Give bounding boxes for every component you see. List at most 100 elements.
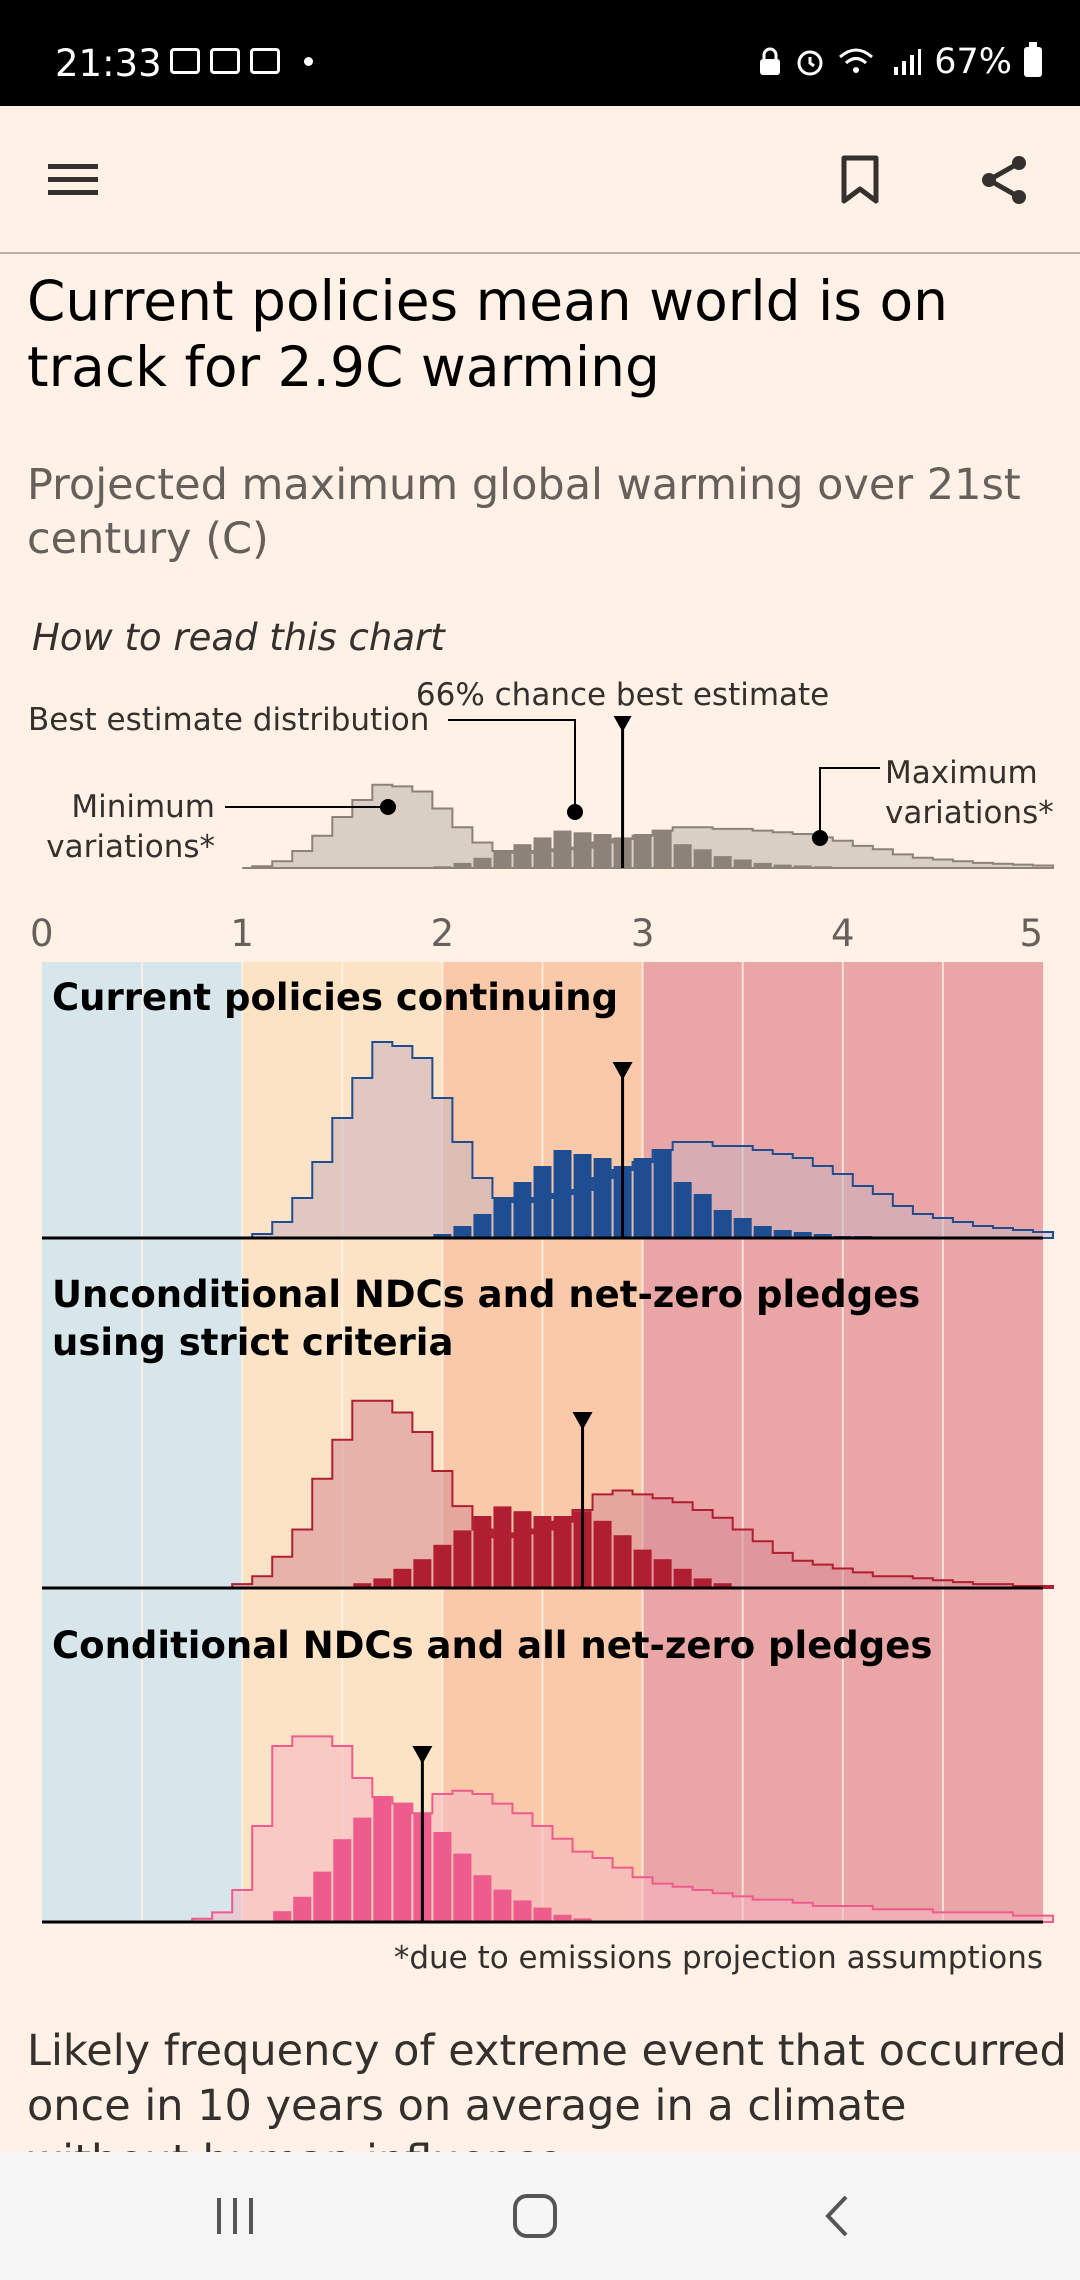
best-estimate-bar — [533, 1516, 552, 1588]
best-estimate-bar — [273, 1911, 292, 1922]
best-estimate-bar — [453, 1530, 472, 1588]
legend-best-estimate-bar — [513, 844, 532, 868]
best-estimate-bar — [693, 1194, 712, 1238]
best-estimate-bar — [373, 1796, 392, 1922]
legend-maximum-variations-label: variations* — [885, 795, 1054, 831]
battery-icon — [1024, 42, 1042, 77]
best-estimate-marker — [572, 1412, 593, 1430]
panel-title: using strict criteria — [52, 1321, 453, 1364]
legend-best-estimate-bar — [693, 849, 712, 868]
best-estimate-bar — [813, 1234, 832, 1238]
x-tick-label: 0 — [30, 912, 54, 955]
best-estimate-bar — [633, 1158, 652, 1238]
best-estimate-bar — [693, 1578, 712, 1588]
battery-percent: 67% — [934, 42, 1012, 82]
best-estimate-bar — [553, 1914, 572, 1922]
best-estimate-bar — [293, 1896, 312, 1922]
best-estimate-bar — [313, 1871, 332, 1922]
best-estimate-bar — [473, 1214, 492, 1238]
best-estimate-bar — [513, 1900, 532, 1922]
best-estimate-bar — [473, 1875, 492, 1922]
legend-minimum-variations-label: variations* — [46, 829, 215, 865]
best-estimate-bar — [513, 1511, 532, 1588]
legend-chance-best-estimate-label: 66% chance best estimate — [416, 677, 829, 713]
best-estimate-bar — [493, 1506, 512, 1588]
best-estimate-bar — [333, 1839, 352, 1922]
best-estimate-bar — [433, 1832, 452, 1922]
best-estimate-bar — [373, 1578, 392, 1588]
best-estimate-bar — [793, 1232, 812, 1238]
legend-best-estimate-bar — [793, 865, 812, 868]
legend-best-estimate-bar — [593, 834, 612, 868]
back-icon[interactable] — [802, 2184, 872, 2248]
legend-best-estimate-bar — [533, 837, 552, 868]
legend-best-estimate-marker — [613, 716, 632, 732]
panel-title: Unconditional NDCs and net-zero pledges — [52, 1273, 920, 1316]
legend-best-estimate-bar — [633, 834, 652, 868]
legend-best-estimate-bar — [753, 862, 772, 868]
app-bar — [0, 106, 1080, 254]
hamburger-menu-icon[interactable] — [40, 154, 106, 206]
article-headline: Current policies mean world is on track … — [27, 269, 948, 399]
best-estimate-bar — [353, 1583, 372, 1588]
legend-best-estimate-bar — [473, 857, 492, 868]
bookmark-icon[interactable] — [830, 150, 890, 210]
book-notification-icon — [170, 48, 200, 74]
ft-notification-icon — [250, 48, 280, 74]
best-estimate-marker — [412, 1746, 433, 1764]
best-estimate-bar — [573, 1154, 592, 1238]
best-estimate-bar — [493, 1198, 512, 1238]
best-estimate-bar — [533, 1166, 552, 1238]
best-estimate-bar — [753, 1226, 772, 1238]
best-estimate-bar — [633, 1549, 652, 1588]
panel-title: Conditional NDCs and all net-zero pledge… — [52, 1624, 932, 1667]
best-estimate-bar — [453, 1226, 472, 1238]
legend-best-estimate-distribution-label: Best estimate distribution — [28, 702, 429, 738]
best-estimate-bar — [553, 1150, 572, 1238]
best-estimate-bar — [413, 1559, 432, 1588]
best-estimate-bar — [533, 1907, 552, 1922]
x-tick-label: 1 — [230, 912, 254, 955]
best-estimate-bar — [593, 1158, 612, 1238]
legend-maximum-dot — [812, 830, 828, 846]
best-estimate-bar — [553, 1516, 572, 1588]
wifi-icon — [839, 48, 874, 73]
alarm-icon — [797, 50, 823, 76]
best-estimate-bar — [773, 1230, 792, 1238]
share-icon[interactable] — [975, 150, 1035, 210]
lock-icon — [760, 47, 781, 75]
home-icon[interactable] — [500, 2184, 570, 2248]
legend-best-estimate-bar — [573, 832, 592, 868]
best-estimate-bar — [653, 1150, 672, 1238]
best-estimate-bar — [473, 1516, 492, 1588]
x-tick-label: 2 — [431, 912, 455, 955]
legend-best-estimate-bar — [453, 862, 472, 868]
status-time: 21:33 — [55, 42, 162, 85]
panel-title: Current policies continuing — [52, 976, 618, 1019]
legend-best-estimate-bar — [653, 830, 672, 868]
legend-minimum-dot — [380, 799, 396, 815]
best-estimate-bar — [673, 1568, 692, 1588]
best-estimate-bar — [453, 1853, 472, 1922]
legend-best-estimate-bar — [773, 864, 792, 868]
legend-best-estimate-bar — [733, 859, 752, 868]
best-estimate-bar — [393, 1568, 412, 1588]
best-estimate-bar — [573, 1918, 592, 1922]
best-estimate-bar — [433, 1544, 452, 1588]
recents-icon[interactable] — [200, 2184, 270, 2248]
best-estimate-bar — [433, 1234, 452, 1238]
best-estimate-bar — [613, 1535, 632, 1588]
best-estimate-bar — [353, 1817, 372, 1922]
best-estimate-bar — [513, 1182, 532, 1238]
best-estimate-marker — [612, 1062, 633, 1080]
chart-footnote: *due to emissions projection assumptions — [393, 1940, 1043, 1976]
how-to-read-label: How to read this chart — [32, 616, 445, 659]
best-estimate-bar — [733, 1218, 752, 1238]
legend-variation-distribution — [251, 783, 1055, 869]
best-estimate-bar — [673, 1182, 692, 1238]
system-nav-bar — [0, 2152, 1080, 2280]
x-tick-label: 5 — [1019, 912, 1043, 955]
news-notification-icon — [210, 48, 240, 74]
more-notifications-icon — [304, 56, 313, 66]
